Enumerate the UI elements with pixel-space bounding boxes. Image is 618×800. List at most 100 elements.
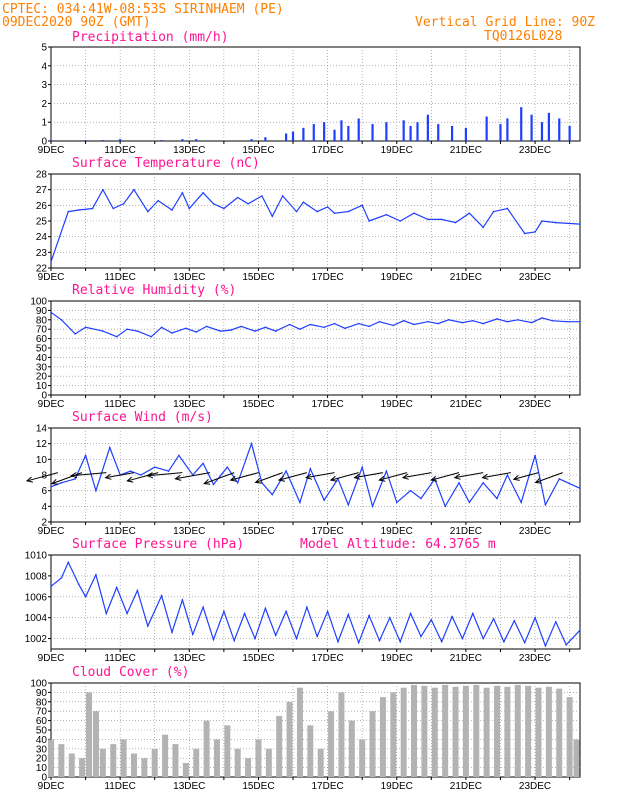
bar [390,692,397,777]
data-point [167,470,170,472]
y-tick-label: 5 [41,43,47,54]
bar [348,720,355,777]
bar [162,734,169,777]
y-tick-label: 100 [30,679,47,690]
bar [203,720,210,777]
data-point [309,323,312,326]
data-point [323,499,325,501]
x-tick-label: 19DEC [381,653,413,664]
wind-arrowhead [378,475,386,482]
data-point [115,586,118,589]
plot-frame [50,46,581,142]
data-point [427,320,429,323]
y-tick-label: 80 [36,697,48,708]
data-point [195,331,198,333]
data-point [105,612,108,615]
y-tick-label: 6 [41,486,47,497]
bar [224,725,231,777]
data-point [295,637,298,640]
data-point [385,213,388,216]
bar [92,711,99,777]
y-tick-label: 2 [41,518,47,529]
data-point [185,327,187,330]
x-tick-label: 9DEC [38,145,65,156]
wind-arrowhead [229,475,237,482]
data-point [440,640,443,643]
data-point [74,478,77,480]
data-point [413,212,415,214]
data-point [482,226,484,229]
bar [504,686,511,777]
data-point [233,639,236,642]
y-tick-label: 70 [36,707,48,718]
wind-vector [482,472,511,479]
data-point [254,637,256,640]
header-grid-note: Vertical Grid Line: 90Z [415,15,595,30]
data-point [579,223,581,225]
wind-vector [330,472,359,481]
data-point [60,319,63,321]
x-tick-label: 9DEC [38,272,65,283]
data-point [299,328,301,331]
data-point [91,207,94,210]
y-tick-label: 10 [36,763,48,774]
bar [520,107,523,141]
x-tick-label: 15DEC [242,272,274,283]
wind-vector [105,472,135,479]
bar [79,758,86,777]
data-point [399,220,402,222]
data-point [368,325,370,328]
data-point [395,501,398,504]
data-point [472,612,474,615]
data-point [402,319,405,322]
y-tick-label: 12 [36,439,48,450]
x-tick-label: 19DEC [381,272,413,283]
data-point [579,320,581,323]
data-point [523,641,526,644]
bar [181,139,184,141]
bar [86,692,93,777]
y-tick-label: 3 [41,80,47,91]
x-tick-label: 19DEC [381,781,413,792]
bar [402,120,405,141]
data-point [160,594,163,597]
y-tick-label: 80 [36,315,48,326]
bar [333,129,336,141]
bar [323,122,326,141]
x-tick-label: 23DEC [519,399,551,410]
data-point [544,645,547,647]
wind-arrowhead [453,473,461,480]
wind-arrowhead [104,473,112,480]
bar [130,753,137,777]
wind-arrowhead [481,473,489,480]
data-point [188,207,191,210]
panel-1: 22 23 24 25 26 27 28 9DEC 11DEC 13DEC 15DEC 17DEC 19… [36,156,581,283]
y-tick-label: 28 [36,170,48,181]
y-tick-label: 70 [36,325,48,336]
y-tick-label: 10 [36,381,48,392]
bar [101,140,104,141]
data-point [50,585,52,588]
data-point [409,489,412,492]
data-point [115,335,118,338]
bar [182,762,189,777]
x-tick-label: 17DEC [311,526,343,537]
x-tick-label: 11DEC [104,272,136,283]
x-tick-label: 21DEC [450,781,482,792]
data-point [60,482,63,484]
data-point [520,501,523,504]
data-point [178,454,180,457]
bar [411,684,418,777]
bar [573,739,580,777]
data-point [136,589,139,592]
header-run-date: 09DEC2020 90Z (GMT) [2,15,151,30]
data-point [205,325,208,328]
data-point [496,497,498,500]
wind-arrowhead [50,478,59,485]
data-point [506,474,509,476]
bar [452,686,459,777]
panel-title: Relative Humidity (%) [72,283,236,298]
data-point [285,610,287,613]
